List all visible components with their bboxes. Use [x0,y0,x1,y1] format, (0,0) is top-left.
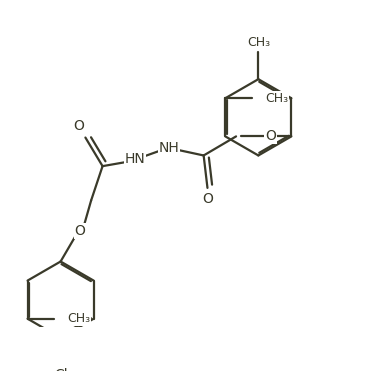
Text: O: O [74,224,85,238]
Text: HN: HN [125,152,146,166]
Text: CH₃: CH₃ [68,312,91,325]
Text: O: O [73,119,84,133]
Text: CH₃: CH₃ [247,36,270,49]
Text: O: O [265,129,276,144]
Text: O: O [202,191,213,206]
Text: CH₃: CH₃ [265,92,288,105]
Text: Cl: Cl [54,368,67,371]
Text: NH: NH [159,141,180,155]
